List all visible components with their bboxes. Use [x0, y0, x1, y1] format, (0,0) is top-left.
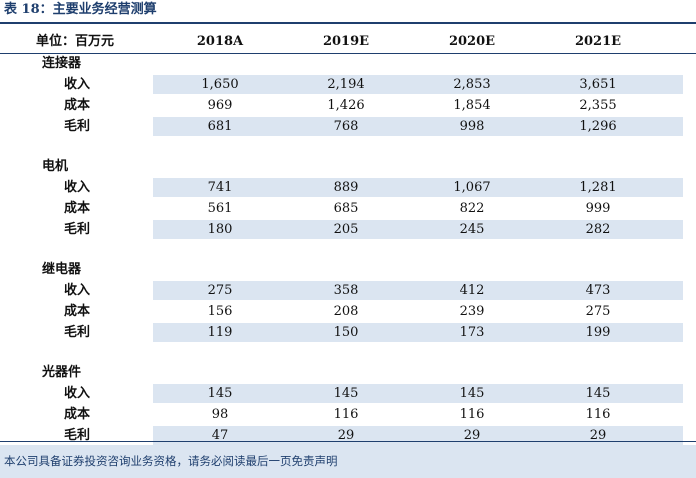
column-header-2019e: 2019E — [322, 34, 370, 49]
row-label: 成本 — [64, 98, 91, 113]
row-label: 毛利 — [64, 222, 91, 237]
table-cell: 561 — [207, 201, 233, 216]
table-cell: 2,355 — [579, 98, 617, 113]
column-header-2021e: 2021E — [574, 34, 622, 49]
row-label: 收入 — [64, 180, 91, 195]
table-cell: 239 — [459, 304, 485, 319]
section-label: 继电器 — [42, 262, 82, 277]
table-cell: 999 — [585, 201, 611, 216]
table-cell: 145 — [207, 386, 233, 401]
table-cell: 145 — [459, 386, 485, 401]
table-cell: 2,853 — [453, 77, 491, 92]
table-cell: 685 — [333, 201, 359, 216]
table-cell: 275 — [585, 304, 611, 319]
row-shading — [153, 178, 683, 197]
table-cell: 29 — [589, 428, 607, 443]
section-label: 光器件 — [42, 365, 82, 380]
table-cell: 205 — [333, 222, 359, 237]
row-label: 成本 — [64, 407, 91, 422]
table-cell: 180 — [207, 222, 233, 237]
column-header-2018a: 2018A — [196, 34, 244, 49]
table-cell: 358 — [333, 283, 359, 298]
table-cell: 1,426 — [327, 98, 365, 113]
table-cell: 245 — [459, 222, 485, 237]
table-cell: 116 — [585, 407, 611, 422]
table-cell: 1,067 — [453, 180, 491, 195]
table-cell: 3,651 — [579, 77, 617, 92]
row-shading — [153, 75, 683, 94]
table-cell: 741 — [207, 180, 233, 195]
table-cell: 173 — [459, 325, 485, 340]
column-header-2020e: 2020E — [448, 34, 496, 49]
row-label: 收入 — [64, 77, 91, 92]
table-cell: 156 — [207, 304, 233, 319]
row-label: 毛利 — [64, 325, 91, 340]
table-cell: 29 — [337, 428, 355, 443]
row-label: 收入 — [64, 283, 91, 298]
table-cell: 47 — [211, 428, 229, 443]
title-rule — [0, 22, 696, 24]
table-cell: 199 — [585, 325, 611, 340]
table-cell: 889 — [333, 180, 359, 195]
unit-header: 单位：百万元 — [36, 34, 115, 49]
row-shading — [153, 281, 683, 300]
table-cell: 275 — [207, 283, 233, 298]
table-cell: 1,296 — [579, 119, 617, 134]
table-cell: 473 — [585, 283, 611, 298]
table-cell: 208 — [333, 304, 359, 319]
table-cell: 1,281 — [579, 180, 617, 195]
table-cell: 681 — [207, 119, 233, 134]
table-cell: 116 — [459, 407, 485, 422]
row-label: 成本 — [64, 201, 91, 216]
row-label: 成本 — [64, 304, 91, 319]
table-title: 表 18：主要业务经营测算 — [4, 2, 157, 17]
table-cell: 150 — [333, 325, 359, 340]
row-label: 毛利 — [64, 428, 91, 443]
row-shading — [153, 117, 683, 136]
table-cell: 282 — [585, 222, 611, 237]
row-shading — [153, 323, 683, 342]
disclaimer-footer: 本公司具备证券投资咨询业务资格，请务必阅读最后一页免责声明 — [0, 445, 696, 478]
section-label: 连接器 — [42, 56, 82, 71]
table-cell: 29 — [463, 428, 481, 443]
table-cell: 116 — [333, 407, 359, 422]
table-cell: 969 — [207, 98, 233, 113]
table-cell: 412 — [459, 283, 485, 298]
header-rule — [0, 53, 696, 54]
table-cell: 822 — [459, 201, 485, 216]
table-cell: 2,194 — [327, 77, 365, 92]
row-label: 毛利 — [64, 119, 91, 134]
table-bottom-rule — [0, 441, 696, 442]
table-cell: 768 — [333, 119, 359, 134]
row-shading — [153, 384, 683, 403]
row-shading — [153, 220, 683, 239]
table-cell: 98 — [211, 407, 229, 422]
table-cell: 1,650 — [201, 77, 239, 92]
table-cell: 1,854 — [453, 98, 491, 113]
section-label: 电机 — [42, 159, 69, 174]
table-cell: 119 — [207, 325, 233, 340]
row-label: 收入 — [64, 386, 91, 401]
row-shading — [153, 426, 683, 445]
table-cell: 998 — [459, 119, 485, 134]
table-cell: 145 — [585, 386, 611, 401]
table-cell: 145 — [333, 386, 359, 401]
